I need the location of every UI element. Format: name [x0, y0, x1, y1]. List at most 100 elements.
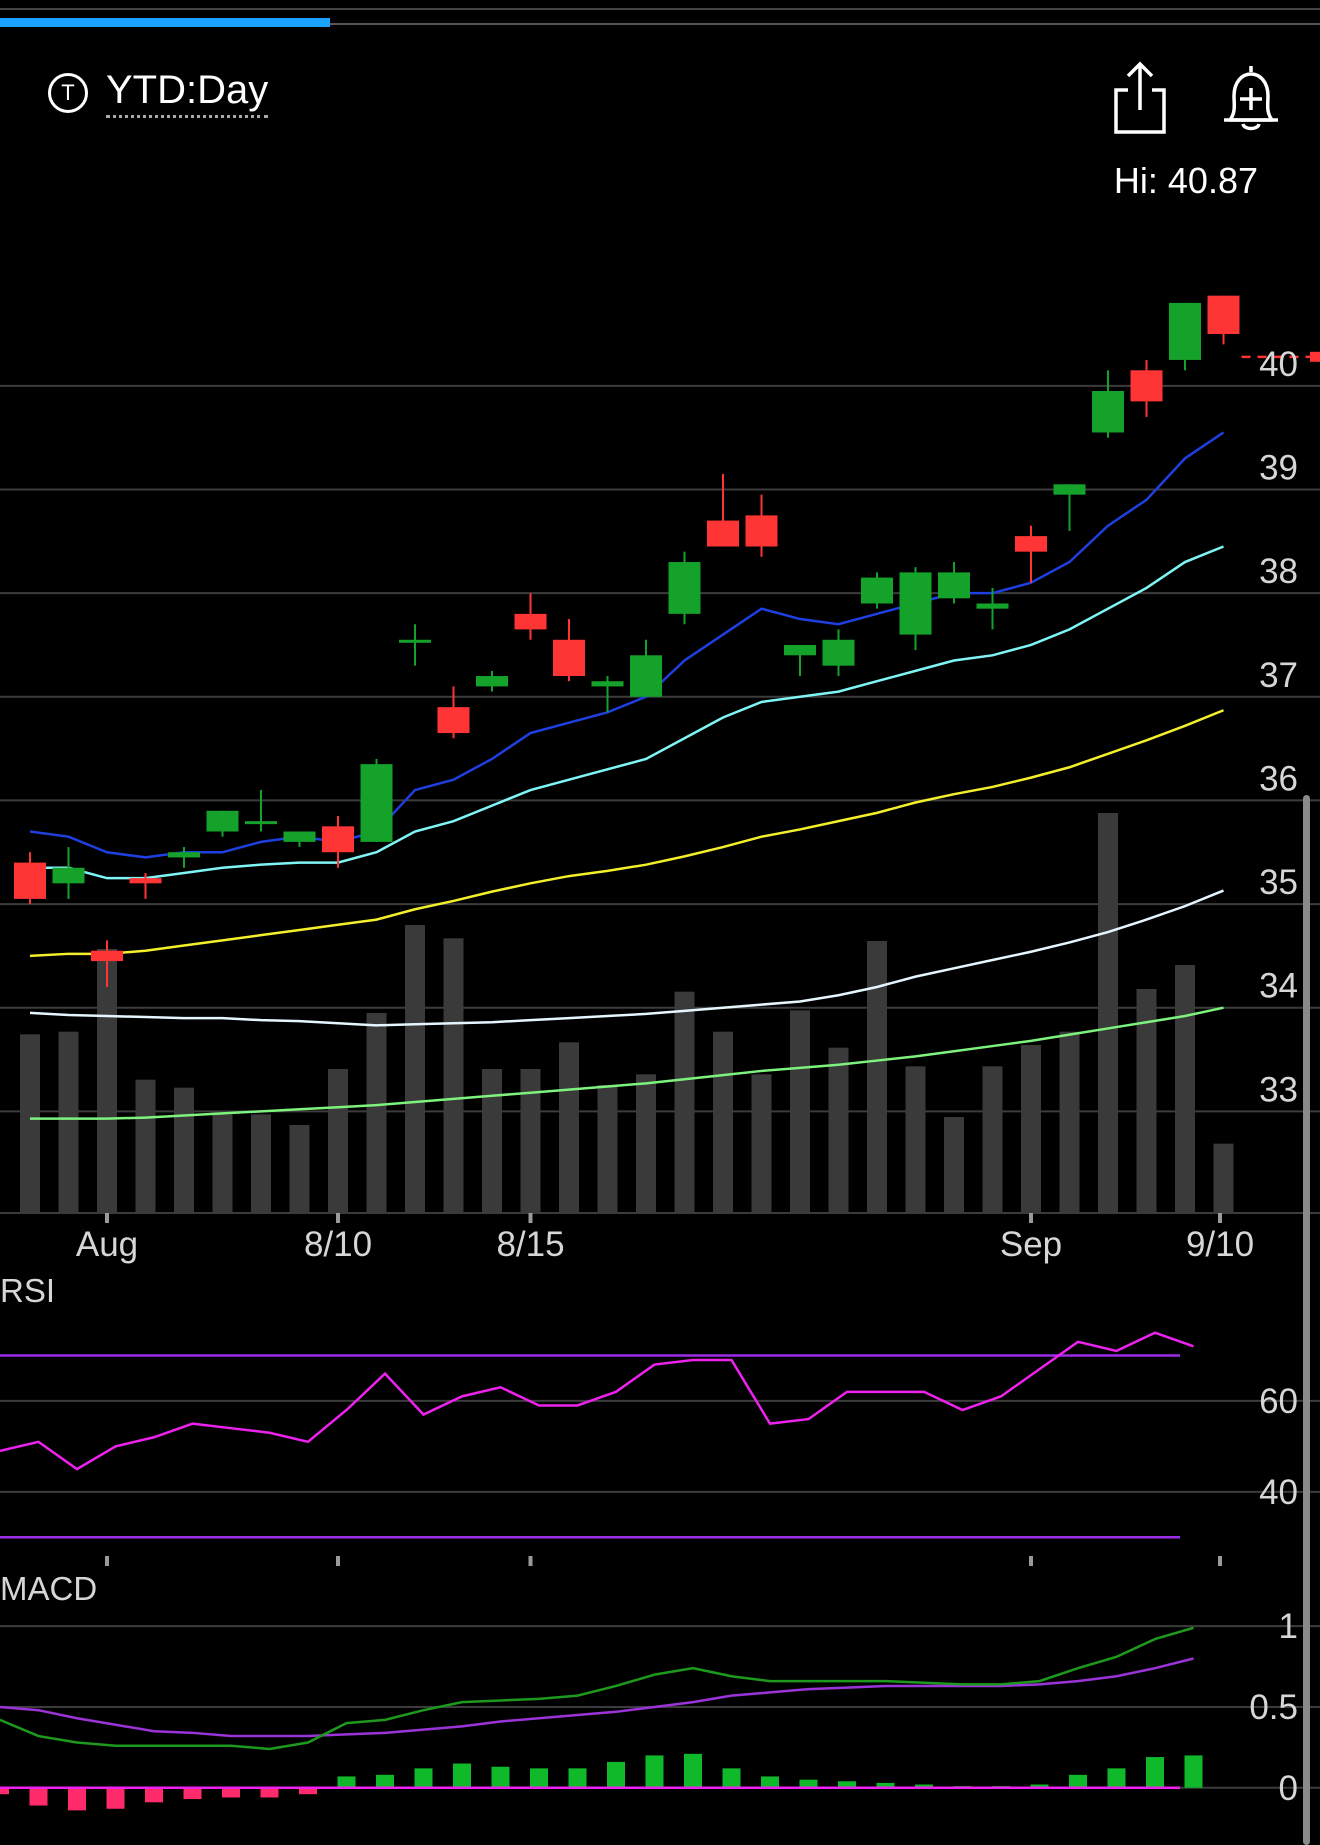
candle-body — [1053, 484, 1086, 495]
volume-bar — [174, 1087, 194, 1213]
candle-body — [360, 764, 393, 842]
rsi-tick-label: 60 — [1259, 1382, 1298, 1421]
candle-body — [938, 572, 970, 599]
candle-body — [476, 676, 508, 687]
rsi-panel: 60 40 — [0, 1331, 1320, 1539]
rsi-line — [0, 1331, 1194, 1471]
volume-bar — [328, 1069, 348, 1213]
volume-bar — [443, 938, 464, 1213]
macd-histogram-bar — [453, 1763, 471, 1788]
share-button[interactable] — [1110, 60, 1170, 136]
macd-histogram-bar — [29, 1787, 48, 1806]
candle-body — [1207, 295, 1240, 335]
volume-bar — [1021, 1045, 1041, 1213]
range-selector[interactable]: YTD:Day — [106, 68, 269, 118]
volume-bar — [212, 1114, 233, 1213]
ticker-badge-icon[interactable]: T — [48, 73, 88, 113]
price-axis: 40 39 38 37 36 35 34 33 — [1259, 345, 1298, 1110]
volume-bar — [597, 1085, 618, 1213]
price-tick-label: 38 — [1259, 552, 1298, 591]
macd-tick-label: 0.5 — [1249, 1688, 1298, 1727]
date-axis: Aug 8/10 8/15 Sep 9/10 — [76, 1213, 1254, 1566]
volume-bar — [982, 1066, 1003, 1213]
volume-bar — [790, 1010, 810, 1213]
last-price-marker — [1310, 351, 1320, 362]
candle-body — [14, 862, 46, 899]
volume-bar — [482, 1069, 502, 1213]
candle-body — [591, 681, 624, 687]
macd-title: MACD — [0, 1570, 97, 1607]
volume-bar — [58, 1031, 79, 1213]
volume-bars — [20, 813, 1234, 1213]
candle-body — [861, 577, 893, 604]
candle-body — [553, 639, 585, 677]
macd-histogram-bar — [1107, 1768, 1126, 1788]
date-tick-label: 9/10 — [1186, 1225, 1254, 1264]
volume-bar — [289, 1125, 310, 1213]
volume-bar — [405, 925, 425, 1213]
moving-average-line — [29, 431, 1225, 859]
volume-bar — [905, 1066, 926, 1213]
volume-bar — [636, 1074, 656, 1213]
price-tick-label: 40 — [1259, 345, 1298, 384]
macd-histogram-bar — [376, 1774, 394, 1788]
volume-bar — [559, 1042, 579, 1213]
macd-histogram-bar — [722, 1768, 741, 1788]
price-tick-label: 34 — [1259, 967, 1298, 1006]
rsi-title: RSI — [0, 1272, 55, 1309]
macd-histogram-bar — [0, 1787, 9, 1795]
moving-average-line — [29, 889, 1224, 1027]
candle-body — [707, 520, 739, 547]
date-tick-label: Sep — [1000, 1225, 1062, 1264]
candle-body — [784, 644, 816, 656]
volume-bar — [867, 941, 887, 1213]
macd-histogram-bar — [761, 1776, 779, 1788]
macd-histogram-bar — [183, 1787, 202, 1800]
candle-body — [899, 572, 932, 635]
volume-bar — [251, 1114, 271, 1213]
progress-fill — [0, 18, 330, 27]
add-alert-button[interactable] — [1218, 60, 1284, 136]
price-tick-label: 37 — [1259, 656, 1298, 695]
macd-histogram-bar — [838, 1781, 856, 1788]
macd-histogram-bar — [222, 1787, 240, 1798]
macd-histogram-bar — [530, 1768, 548, 1788]
candle-body — [668, 562, 701, 614]
candle-body — [976, 603, 1009, 609]
macd-histogram-bar — [645, 1755, 664, 1788]
macd-line — [0, 1626, 1194, 1751]
candle-body — [283, 831, 316, 842]
loading-progress — [0, 0, 1320, 27]
macd-tick-label: 0 — [1279, 1769, 1298, 1808]
candle-body — [1130, 370, 1163, 402]
volume-bar — [1059, 1031, 1080, 1213]
share-icon — [1114, 61, 1166, 134]
macd-histogram-bar — [260, 1787, 279, 1798]
high-price-label: Hi: 40.87 — [1113, 160, 1258, 201]
macd-signal-line — [0, 1657, 1194, 1738]
price-tick-label: 39 — [1259, 448, 1298, 487]
macd-histogram-bar — [1030, 1784, 1049, 1788]
candle-body — [630, 655, 662, 697]
moving-average-line — [30, 1006, 1224, 1120]
volume-bar — [97, 949, 117, 1213]
chart-header: T YTD:Day — [0, 60, 1320, 134]
macd-histogram-bar — [568, 1768, 587, 1788]
progress-track-line-right — [330, 23, 1320, 25]
macd-histogram-bar — [1146, 1757, 1164, 1788]
macd-histogram-bar — [915, 1784, 933, 1788]
macd-histogram-bar — [299, 1787, 317, 1795]
candle-body — [1092, 391, 1124, 433]
macd-histogram-bar — [414, 1768, 433, 1788]
macd-histogram-bar — [491, 1766, 510, 1788]
macd-histogram-bar — [876, 1782, 895, 1788]
macd-histogram-bar — [68, 1787, 86, 1811]
vertical-scrollbar[interactable] — [1303, 795, 1310, 1845]
volume-bar — [674, 991, 695, 1213]
date-tick-label: 8/15 — [496, 1225, 564, 1264]
moving-averages — [29, 431, 1225, 1120]
candle-body — [206, 810, 239, 832]
candle-body — [245, 821, 277, 825]
volume-bar — [1175, 965, 1195, 1213]
